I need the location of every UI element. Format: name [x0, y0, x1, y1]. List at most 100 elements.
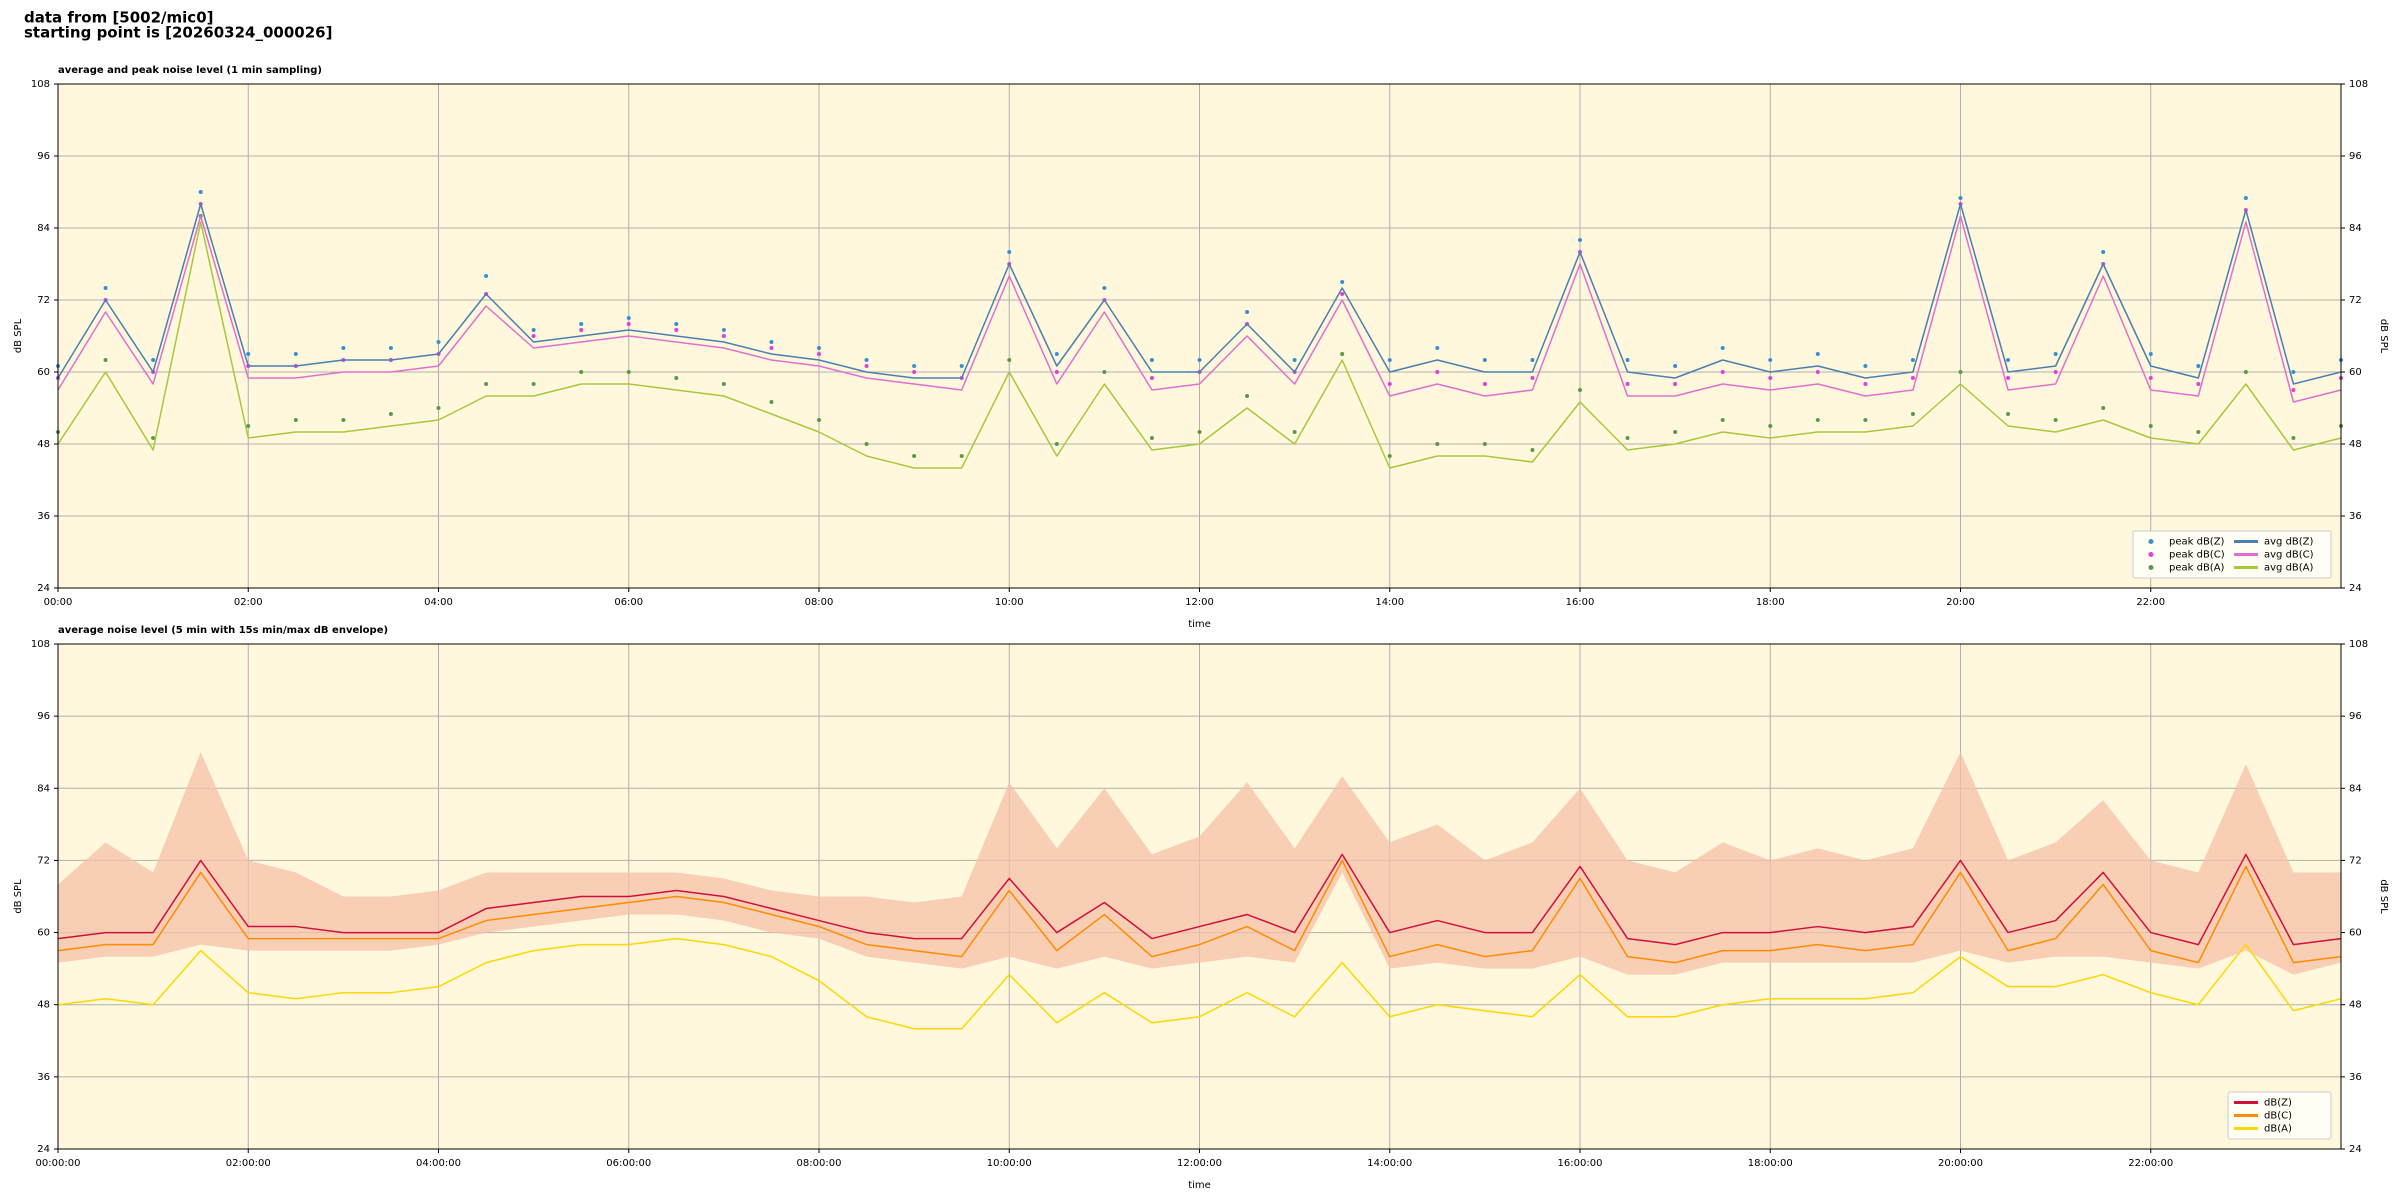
- peak-point: [721, 382, 726, 386]
- peak-point: [531, 334, 536, 338]
- y-tick-label: 108: [2349, 79, 2368, 90]
- peak-point: [531, 328, 536, 332]
- plot-frame: [57, 83, 2342, 589]
- peak-point: [1007, 358, 1012, 362]
- x-tick-label: 18:00: [1756, 597, 1785, 608]
- peak-point: [2196, 382, 2201, 386]
- peak-point: [2196, 430, 2201, 434]
- legend-label: peak dB(Z): [2169, 537, 2225, 548]
- peak-point: [151, 436, 156, 440]
- peak-point: [1197, 430, 1202, 434]
- x-tick-label: 06:00: [614, 597, 643, 608]
- x-tick-label: 12:00: [1185, 597, 1214, 608]
- y-tick-label: 108: [31, 639, 50, 650]
- y-tick-label: 60: [37, 928, 50, 939]
- peak-point: [579, 328, 584, 332]
- peak-point: [1530, 448, 1535, 452]
- peak-point: [1054, 352, 1059, 356]
- peak-point: [769, 400, 774, 404]
- peak-point: [2053, 370, 2058, 374]
- peak-point: [2101, 250, 2106, 254]
- peak-point: [1340, 292, 1345, 296]
- y-tick-label: 24: [37, 583, 50, 594]
- y-tick-label: 108: [2349, 639, 2368, 650]
- y-tick-label: 48: [37, 439, 50, 450]
- peak-point: [1578, 388, 1582, 392]
- peak-point: [2006, 376, 2011, 380]
- y-tick-label: 84: [37, 783, 50, 794]
- x-tick-label: 20:00:00: [1938, 1158, 1983, 1169]
- x-tick-label: 08:00:00: [797, 1158, 842, 1169]
- peak-point: [2243, 196, 2248, 200]
- peak-point: [1245, 394, 1250, 398]
- peak-point: [531, 382, 536, 386]
- y-tick-label: 48: [2349, 1000, 2362, 1011]
- peak-point: [1197, 358, 1202, 362]
- peak-point: [864, 442, 869, 446]
- x-tick-label: 02:00:00: [226, 1158, 271, 1169]
- peak-point: [198, 190, 203, 194]
- peak-point: [2291, 388, 2296, 392]
- x-tick-label: 14:00:00: [1367, 1158, 1412, 1169]
- peak-point: [2291, 370, 2296, 374]
- x-tick-label: 08:00: [805, 597, 834, 608]
- peak-point: [1625, 382, 1630, 386]
- peak-point: [864, 358, 869, 362]
- peak-point: [959, 454, 964, 458]
- y-axis-label: dB SPL: [13, 318, 24, 353]
- peak-point: [2006, 412, 2011, 416]
- peak-point: [2053, 352, 2058, 356]
- peak-point: [293, 352, 298, 356]
- peak-point: [1815, 370, 1820, 374]
- peak-point: [246, 352, 251, 356]
- y-tick-label: 72: [2349, 295, 2362, 306]
- peak-point: [1482, 442, 1487, 446]
- x-tick-label: 16:00:00: [1558, 1158, 1603, 1169]
- x-tick-label: 18:00:00: [1748, 1158, 1793, 1169]
- peak-point: [2053, 418, 2058, 422]
- peak-point: [626, 316, 631, 320]
- y-tick-label: 96: [37, 711, 50, 722]
- peak-point: [817, 346, 821, 350]
- peak-point: [1149, 436, 1154, 440]
- peak-point: [769, 340, 774, 344]
- y-tick-label: 24: [37, 1144, 50, 1155]
- legend-marker: [2148, 539, 2154, 544]
- header-line: data from [5002/mic0]: [24, 9, 214, 27]
- peak-point: [579, 370, 584, 374]
- legend-marker: [2148, 565, 2154, 570]
- y-axis-label: dB SPL: [2378, 319, 2389, 354]
- legend-label: peak dB(A): [2169, 563, 2225, 574]
- peak-point: [246, 424, 251, 428]
- peak-point: [1435, 442, 1440, 446]
- peak-point: [1387, 382, 1392, 386]
- legend-label: dB(C): [2264, 1111, 2292, 1122]
- peak-point: [579, 322, 584, 326]
- chart-title: average noise level (5 min with 15s min/…: [58, 625, 388, 636]
- series-line: [57, 221, 2342, 469]
- y-tick-label: 60: [2349, 367, 2362, 378]
- y-tick-label: 60: [37, 367, 50, 378]
- peak-point: [1910, 412, 1915, 416]
- series-line: [57, 853, 2342, 946]
- peak-point: [1054, 370, 1059, 374]
- y-axis-label: dB SPL: [2378, 879, 2389, 914]
- peak-point: [1863, 418, 1868, 422]
- peak-point: [341, 418, 346, 422]
- y-tick-label: 72: [37, 295, 50, 306]
- peak-point: [1815, 418, 1820, 422]
- series-line: [57, 937, 2342, 1030]
- peak-point: [341, 346, 346, 350]
- y-tick-label: 96: [37, 151, 50, 162]
- peak-point: [674, 322, 679, 326]
- x-tick-label: 00:00:00: [36, 1158, 81, 1169]
- x-tick-label: 06:00:00: [606, 1158, 651, 1169]
- legend-label: dB(Z): [2264, 1098, 2292, 1109]
- peak-point: [1292, 358, 1297, 362]
- x-tick-label: 14:00: [1375, 597, 1404, 608]
- plot-frame: [57, 643, 2342, 1150]
- legend-label: avg dB(Z): [2264, 537, 2314, 548]
- peak-point: [2291, 436, 2296, 440]
- peak-point: [959, 364, 964, 368]
- peak-point: [1387, 358, 1392, 362]
